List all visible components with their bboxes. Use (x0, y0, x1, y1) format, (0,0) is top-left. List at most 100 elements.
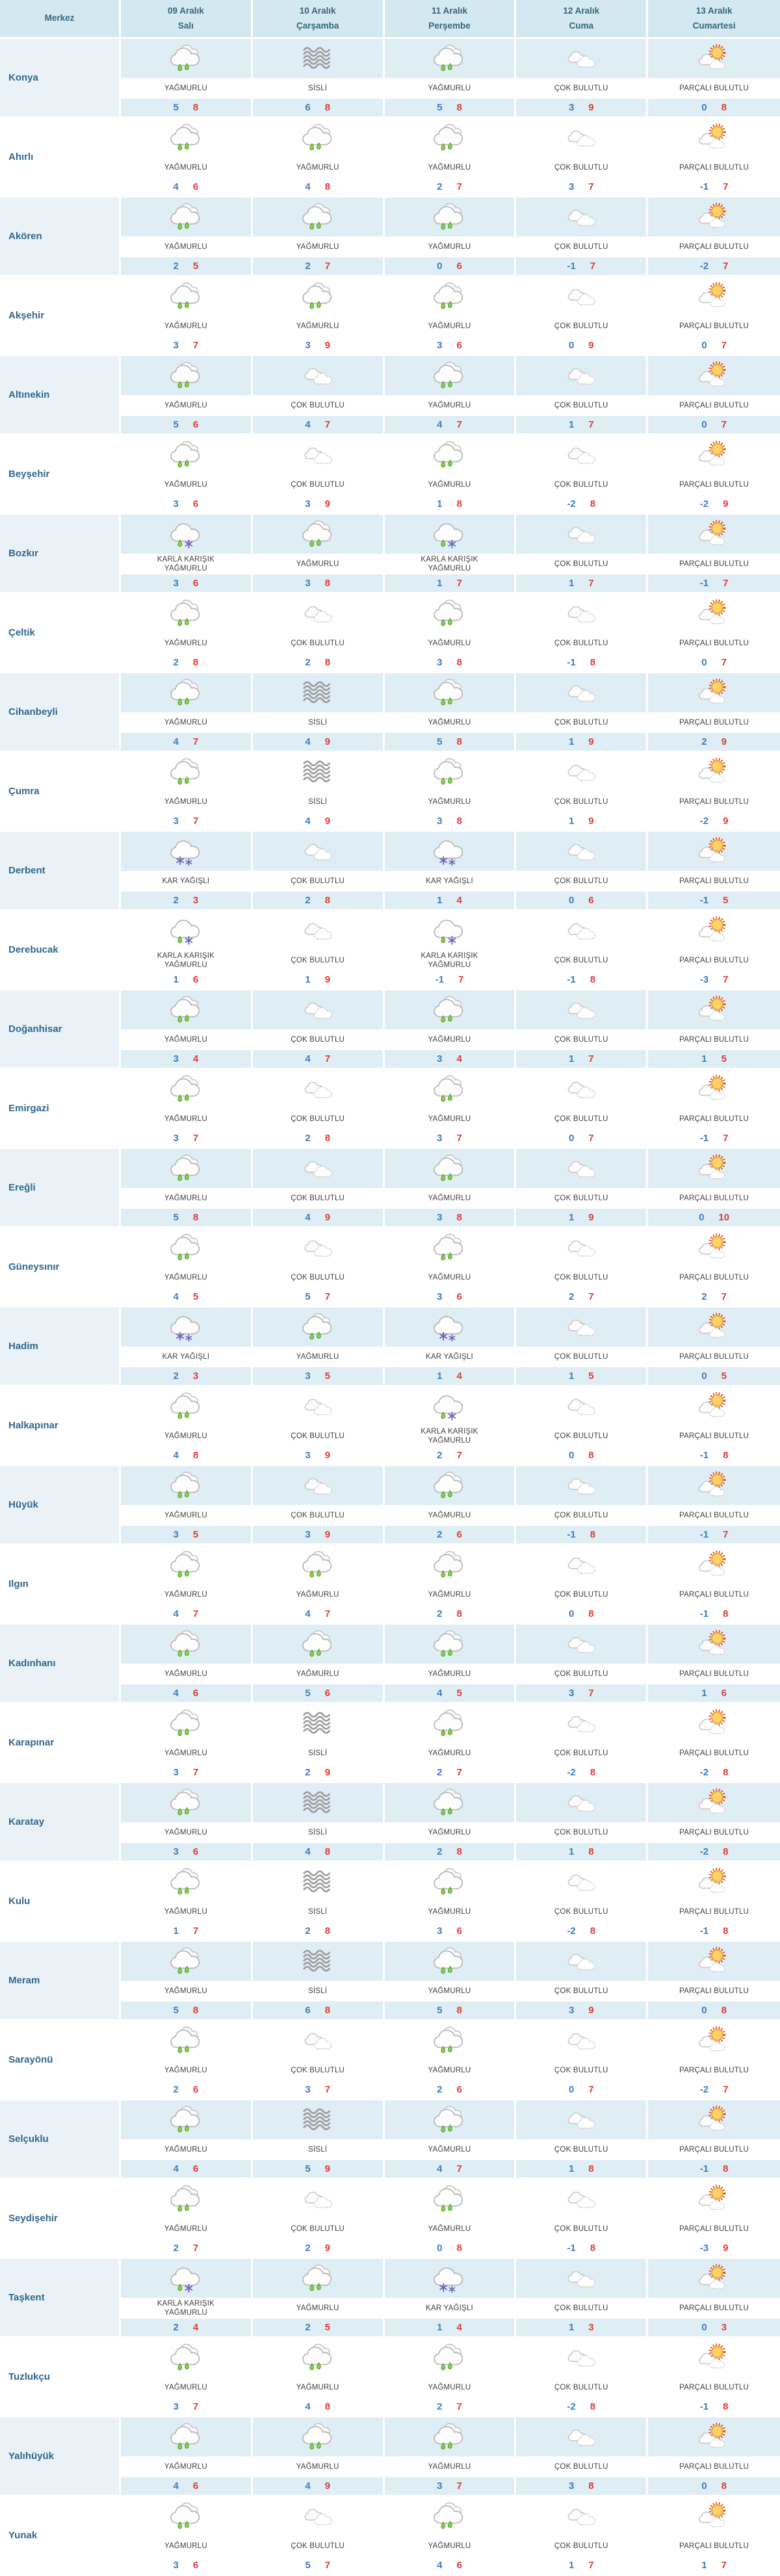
snowy-icon (167, 1312, 205, 1342)
min-temp: 3 (173, 498, 179, 509)
temperature-cell: -1 7 (648, 574, 780, 592)
min-temp: 2 (305, 261, 311, 272)
condition-cell: ÇOK BULUTLU (516, 1188, 649, 1209)
condition-label: YAĞMURLU (428, 1987, 471, 1995)
min-temp: 4 (173, 1450, 179, 1461)
max-temp: 8 (324, 895, 331, 906)
forecast-row: Yunak YAĞMURLU 3 6 ÇOK BULUTLU 5 7 YAĞMURLU 4 6 ÇO… (0, 2497, 780, 2576)
min-temp: 4 (173, 1291, 179, 1302)
condition-label: ÇOK BULUTLU (554, 322, 608, 330)
min-temp: 5 (437, 2005, 443, 2016)
header-merkez: Merkez (0, 0, 121, 37)
min-temp: -1 (699, 578, 709, 589)
weather-icon-cell (252, 832, 385, 871)
min-temp: 1 (568, 1212, 575, 1223)
mostly-cloudy-icon (562, 678, 600, 708)
max-temp: 7 (192, 1767, 199, 1778)
min-temp: 1 (568, 419, 575, 430)
partly-cloudy-icon (696, 361, 733, 391)
mostly-cloudy-icon (562, 1629, 600, 1659)
min-temp: 3 (305, 1450, 311, 1461)
min-temp: 2 (437, 1529, 443, 1540)
max-temp: 7 (324, 419, 331, 430)
weather-icon-cell (516, 39, 649, 78)
min-temp: 5 (437, 102, 443, 113)
min-temp: 3 (437, 1291, 443, 1302)
min-temp: 4 (173, 181, 179, 192)
mostly-cloudy-icon (299, 440, 337, 470)
district-name: Selçuklu (0, 2100, 121, 2178)
min-temp: -1 (699, 1529, 709, 1540)
condition-label: PARÇALI BULUTLU (679, 2067, 749, 2074)
rainy-icon (167, 2184, 205, 2214)
condition-cell: ÇOK BULUTLU (516, 1267, 649, 1288)
max-temp: 6 (192, 419, 199, 430)
condition-cell: YAĞMURLU (121, 1029, 253, 1050)
condition-cell: PARÇALI BULUTLU (648, 1029, 780, 1050)
max-temp: 7 (588, 578, 594, 589)
condition-cell: PARÇALI BULUTLU (648, 1743, 780, 1764)
min-temp: 5 (173, 1212, 179, 1223)
weather-icon-cell (516, 594, 649, 633)
weather-icon-cell (648, 356, 780, 395)
temperature-cell: -3 9 (648, 2239, 780, 2257)
min-temp: 4 (173, 2163, 179, 2174)
condition-cell: YAĞMURLU (121, 2456, 253, 2477)
condition-cell: SİSLİ (252, 2139, 385, 2160)
weather-icon-cell (516, 1307, 649, 1346)
weather-icon-cell (252, 1625, 385, 1664)
condition-label: PARÇALI BULUTLU (679, 1670, 749, 1678)
district-name: Sarayönü (0, 2021, 121, 2098)
partly-cloudy-icon (696, 519, 733, 549)
min-temp: 3 (173, 1053, 179, 1064)
condition-cell: ÇOK BULUTLU (516, 395, 649, 416)
max-temp: 8 (456, 816, 462, 827)
max-temp: 7 (456, 419, 462, 430)
forecast-row: Seydişehir YAĞMURLU 2 7 ÇOK BULUTLU 2 9 YAĞMURL… (0, 2180, 780, 2259)
weather-icon-cell (121, 911, 253, 950)
max-temp: 8 (456, 1608, 462, 1619)
weather-icon-cell (648, 2497, 780, 2536)
weather-icon-cell (253, 594, 385, 633)
weather-icon-cell (253, 2180, 385, 2219)
condition-label: ÇOK BULUTLU (291, 1115, 345, 1123)
weather-icon-cell (648, 990, 780, 1029)
condition-cell: PARÇALI BULUTLU (648, 157, 780, 178)
min-temp: 4 (437, 419, 443, 430)
min-temp: 2 (305, 2243, 311, 2254)
weather-icon-cell (121, 1783, 253, 1822)
max-temp: 4 (192, 1053, 199, 1064)
min-temp: 2 (701, 1291, 707, 1302)
condition-label: PARÇALI BULUTLU (679, 560, 749, 568)
condition-cell: YAĞMURLU (121, 1505, 253, 1526)
partly-cloudy-icon (696, 1788, 733, 1818)
condition-cell: YAĞMURLU (385, 1584, 517, 1605)
min-temp: 3 (173, 2560, 179, 2571)
condition-label: YAĞMURLU (428, 2225, 471, 2233)
weather-icon-cell (121, 2338, 253, 2377)
condition-cell: YAĞMURLU (121, 2536, 253, 2557)
condition-label: ÇOK BULUTLU (291, 1274, 345, 1282)
weather-icon-cell (253, 1545, 385, 1584)
mostly-cloudy-icon (562, 1471, 600, 1501)
condition-label: YAĞMURLU (428, 639, 471, 647)
rainy-icon (167, 678, 205, 708)
condition-label: ÇOK BULUTLU (291, 1036, 345, 1044)
min-temp: 1 (701, 1053, 707, 1064)
condition-label: ÇOK BULUTLU (291, 2225, 345, 2233)
rainy-icon (167, 123, 205, 153)
condition-cell: PARÇALI BULUTLU (648, 1584, 780, 1605)
